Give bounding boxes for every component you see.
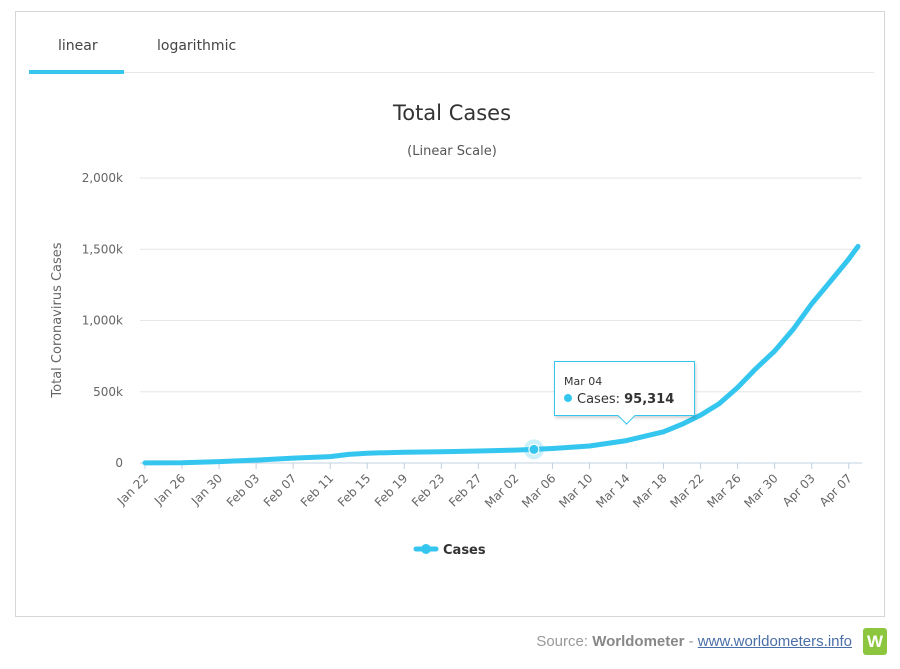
x-tick-label: Feb 23 bbox=[409, 471, 447, 509]
source-link[interactable]: www.worldometers.info bbox=[697, 633, 852, 650]
x-tick-label: Jan 22 bbox=[114, 471, 151, 508]
scale-tabs: linear logarithmic bbox=[29, 12, 874, 74]
y-axis-label: Total Coronavirus Cases bbox=[50, 242, 65, 398]
y-tick-label: 2,000k bbox=[82, 171, 123, 185]
x-tick-label: Feb 07 bbox=[261, 471, 299, 509]
legend-marker-icon bbox=[421, 544, 431, 554]
x-tick-label: Mar 10 bbox=[556, 471, 595, 510]
x-tick-label: Mar 22 bbox=[667, 471, 706, 510]
y-tick-label: 1,000k bbox=[82, 314, 123, 328]
x-tick-label: Jan 30 bbox=[188, 471, 225, 508]
highlight-point[interactable] bbox=[528, 443, 540, 455]
x-tick-label: Mar 14 bbox=[593, 471, 632, 510]
x-tick-label: Feb 19 bbox=[372, 471, 410, 509]
x-tick-label: Jan 26 bbox=[151, 471, 188, 508]
x-tick-label: Apr 03 bbox=[780, 471, 818, 509]
y-tick-label: 1,500k bbox=[82, 242, 123, 256]
tooltip-value-line: Cases: 95,314 bbox=[564, 392, 674, 407]
y-tick-label: 0 bbox=[115, 456, 123, 470]
chart-title: Total Cases bbox=[392, 101, 511, 125]
tooltip-dot-icon bbox=[564, 394, 572, 402]
tooltip-date: Mar 04 bbox=[564, 375, 603, 388]
source-credit: Source: Worldometer - www.worldometers.i… bbox=[536, 633, 852, 650]
legend[interactable]: Cases bbox=[413, 543, 486, 558]
chart-panel: linear logarithmic bbox=[15, 11, 885, 617]
x-tick-label: Feb 03 bbox=[224, 471, 262, 509]
source-name: Worldometer bbox=[592, 633, 685, 650]
series-line-cases bbox=[142, 243, 861, 466]
active-tab-indicator bbox=[29, 70, 124, 74]
source-prefix: Source: bbox=[536, 633, 593, 650]
data-tooltip: Mar 04 Cases: 95,314 bbox=[554, 361, 695, 416]
x-tick-label: Feb 27 bbox=[446, 471, 484, 509]
x-tick-label: Apr 07 bbox=[817, 471, 855, 509]
source-separator: - bbox=[684, 633, 698, 650]
y-tick-label: 500k bbox=[93, 385, 123, 399]
tooltip-series: Cases bbox=[577, 392, 616, 407]
tab-logarithmic[interactable]: logarithmic bbox=[157, 38, 237, 54]
x-tick-label: Mar 30 bbox=[741, 471, 780, 510]
x-tick-label: Mar 26 bbox=[704, 471, 743, 510]
x-tick-label: Mar 02 bbox=[482, 471, 521, 510]
worldometer-logo-icon[interactable]: W bbox=[863, 628, 887, 655]
grid-lines bbox=[140, 177, 862, 464]
x-tick-label: Feb 15 bbox=[335, 471, 373, 509]
legend-label-cases[interactable]: Cases bbox=[443, 543, 486, 558]
x-tick-label: Mar 18 bbox=[630, 471, 669, 510]
x-tick-label: Mar 06 bbox=[519, 471, 558, 510]
chart-subtitle: (Linear Scale) bbox=[407, 144, 497, 159]
tab-linear[interactable]: linear bbox=[58, 38, 98, 54]
y-axis-ticks: 0 500k 1,000k 1,500k 2,000k bbox=[82, 171, 123, 470]
tooltip-value: 95,314 bbox=[624, 392, 675, 407]
x-tick-label: Feb 11 bbox=[298, 471, 336, 509]
